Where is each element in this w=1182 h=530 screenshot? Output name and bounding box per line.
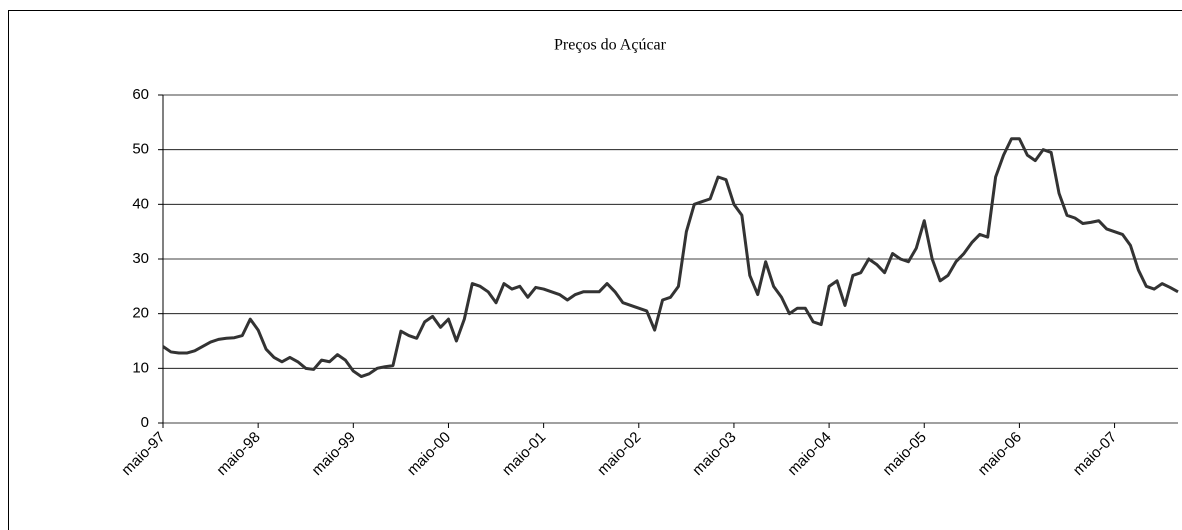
x-tick-label: maio-99 (309, 429, 359, 479)
x-tick-label: maio-06 (975, 429, 1025, 479)
y-tick-label: 30 (132, 250, 149, 267)
x-tick-label: maio-00 (404, 429, 454, 479)
y-tick-label: 40 (132, 195, 149, 212)
price-line (162, 137, 1179, 379)
x-tick-label: maio-97 (118, 429, 168, 479)
x-tick-label: maio-02 (594, 429, 644, 479)
y-tick-label: 50 (132, 141, 149, 158)
x-tick-label: maio-05 (880, 429, 930, 479)
x-tick-label: maio-04 (784, 429, 834, 479)
x-tick-label: maio-07 (1070, 429, 1120, 479)
x-tick-label: maio-03 (689, 429, 739, 479)
x-tick-label: maio-01 (499, 429, 549, 479)
y-tick-label: 60 (132, 86, 149, 103)
y-tick-label: 20 (132, 305, 149, 322)
chart-border (8, 10, 1182, 530)
chart-title: Preços do Açúcar (554, 37, 667, 54)
x-tick-label: maio-98 (213, 429, 263, 479)
y-tick-label: 10 (132, 359, 149, 376)
y-tick-label: 0 (141, 414, 149, 431)
